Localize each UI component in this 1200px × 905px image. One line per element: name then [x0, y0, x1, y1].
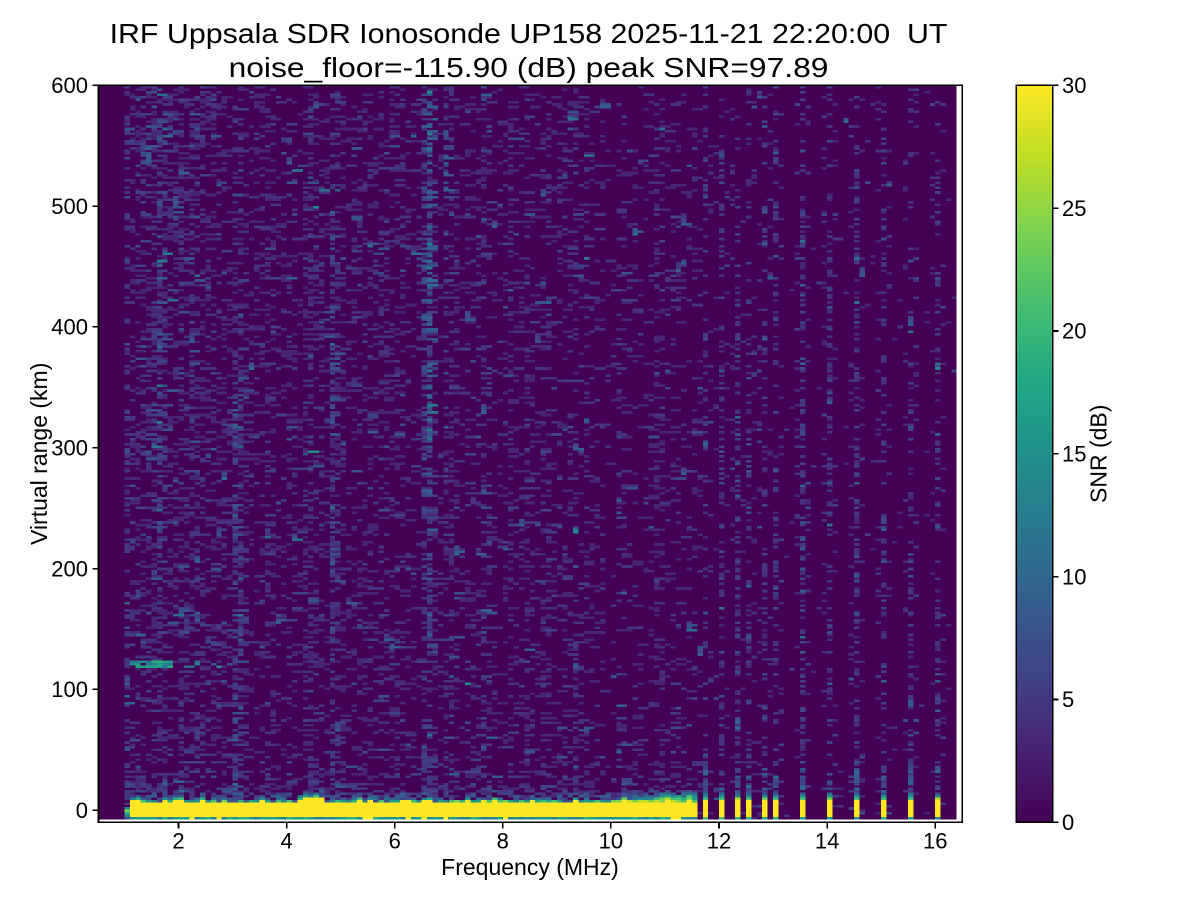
svg-text:30: 30 [1062, 73, 1086, 98]
svg-text:10: 10 [599, 829, 623, 854]
svg-text:SNR (dB): SNR (dB) [1086, 405, 1112, 503]
svg-text:600: 600 [51, 73, 88, 98]
svg-text:noise_floor=-115.90 (dB) peak: noise_floor=-115.90 (dB) peak SNR=97.89 [229, 53, 829, 84]
svg-text:16: 16 [923, 829, 947, 854]
svg-text:2: 2 [172, 829, 184, 854]
svg-text:IRF Uppsala SDR Ionosonde UP15: IRF Uppsala SDR Ionosonde UP158 2025-11-… [110, 19, 948, 50]
svg-text:12: 12 [707, 829, 731, 854]
svg-text:4: 4 [280, 829, 292, 854]
svg-text:500: 500 [51, 194, 88, 219]
svg-text:10: 10 [1062, 564, 1086, 589]
svg-text:300: 300 [51, 436, 88, 461]
svg-text:15: 15 [1062, 442, 1086, 467]
svg-text:25: 25 [1062, 196, 1086, 221]
svg-text:6: 6 [389, 829, 401, 854]
svg-text:0: 0 [76, 798, 88, 823]
svg-text:8: 8 [497, 829, 509, 854]
svg-text:20: 20 [1062, 319, 1086, 344]
svg-text:Virtual range (km): Virtual range (km) [26, 363, 52, 545]
svg-text:Frequency (MHz): Frequency (MHz) [441, 854, 619, 880]
svg-text:400: 400 [51, 315, 88, 340]
svg-text:100: 100 [51, 677, 88, 702]
svg-text:200: 200 [51, 556, 88, 581]
svg-text:14: 14 [815, 829, 839, 854]
svg-text:0: 0 [1062, 810, 1074, 835]
svg-text:5: 5 [1062, 687, 1074, 712]
